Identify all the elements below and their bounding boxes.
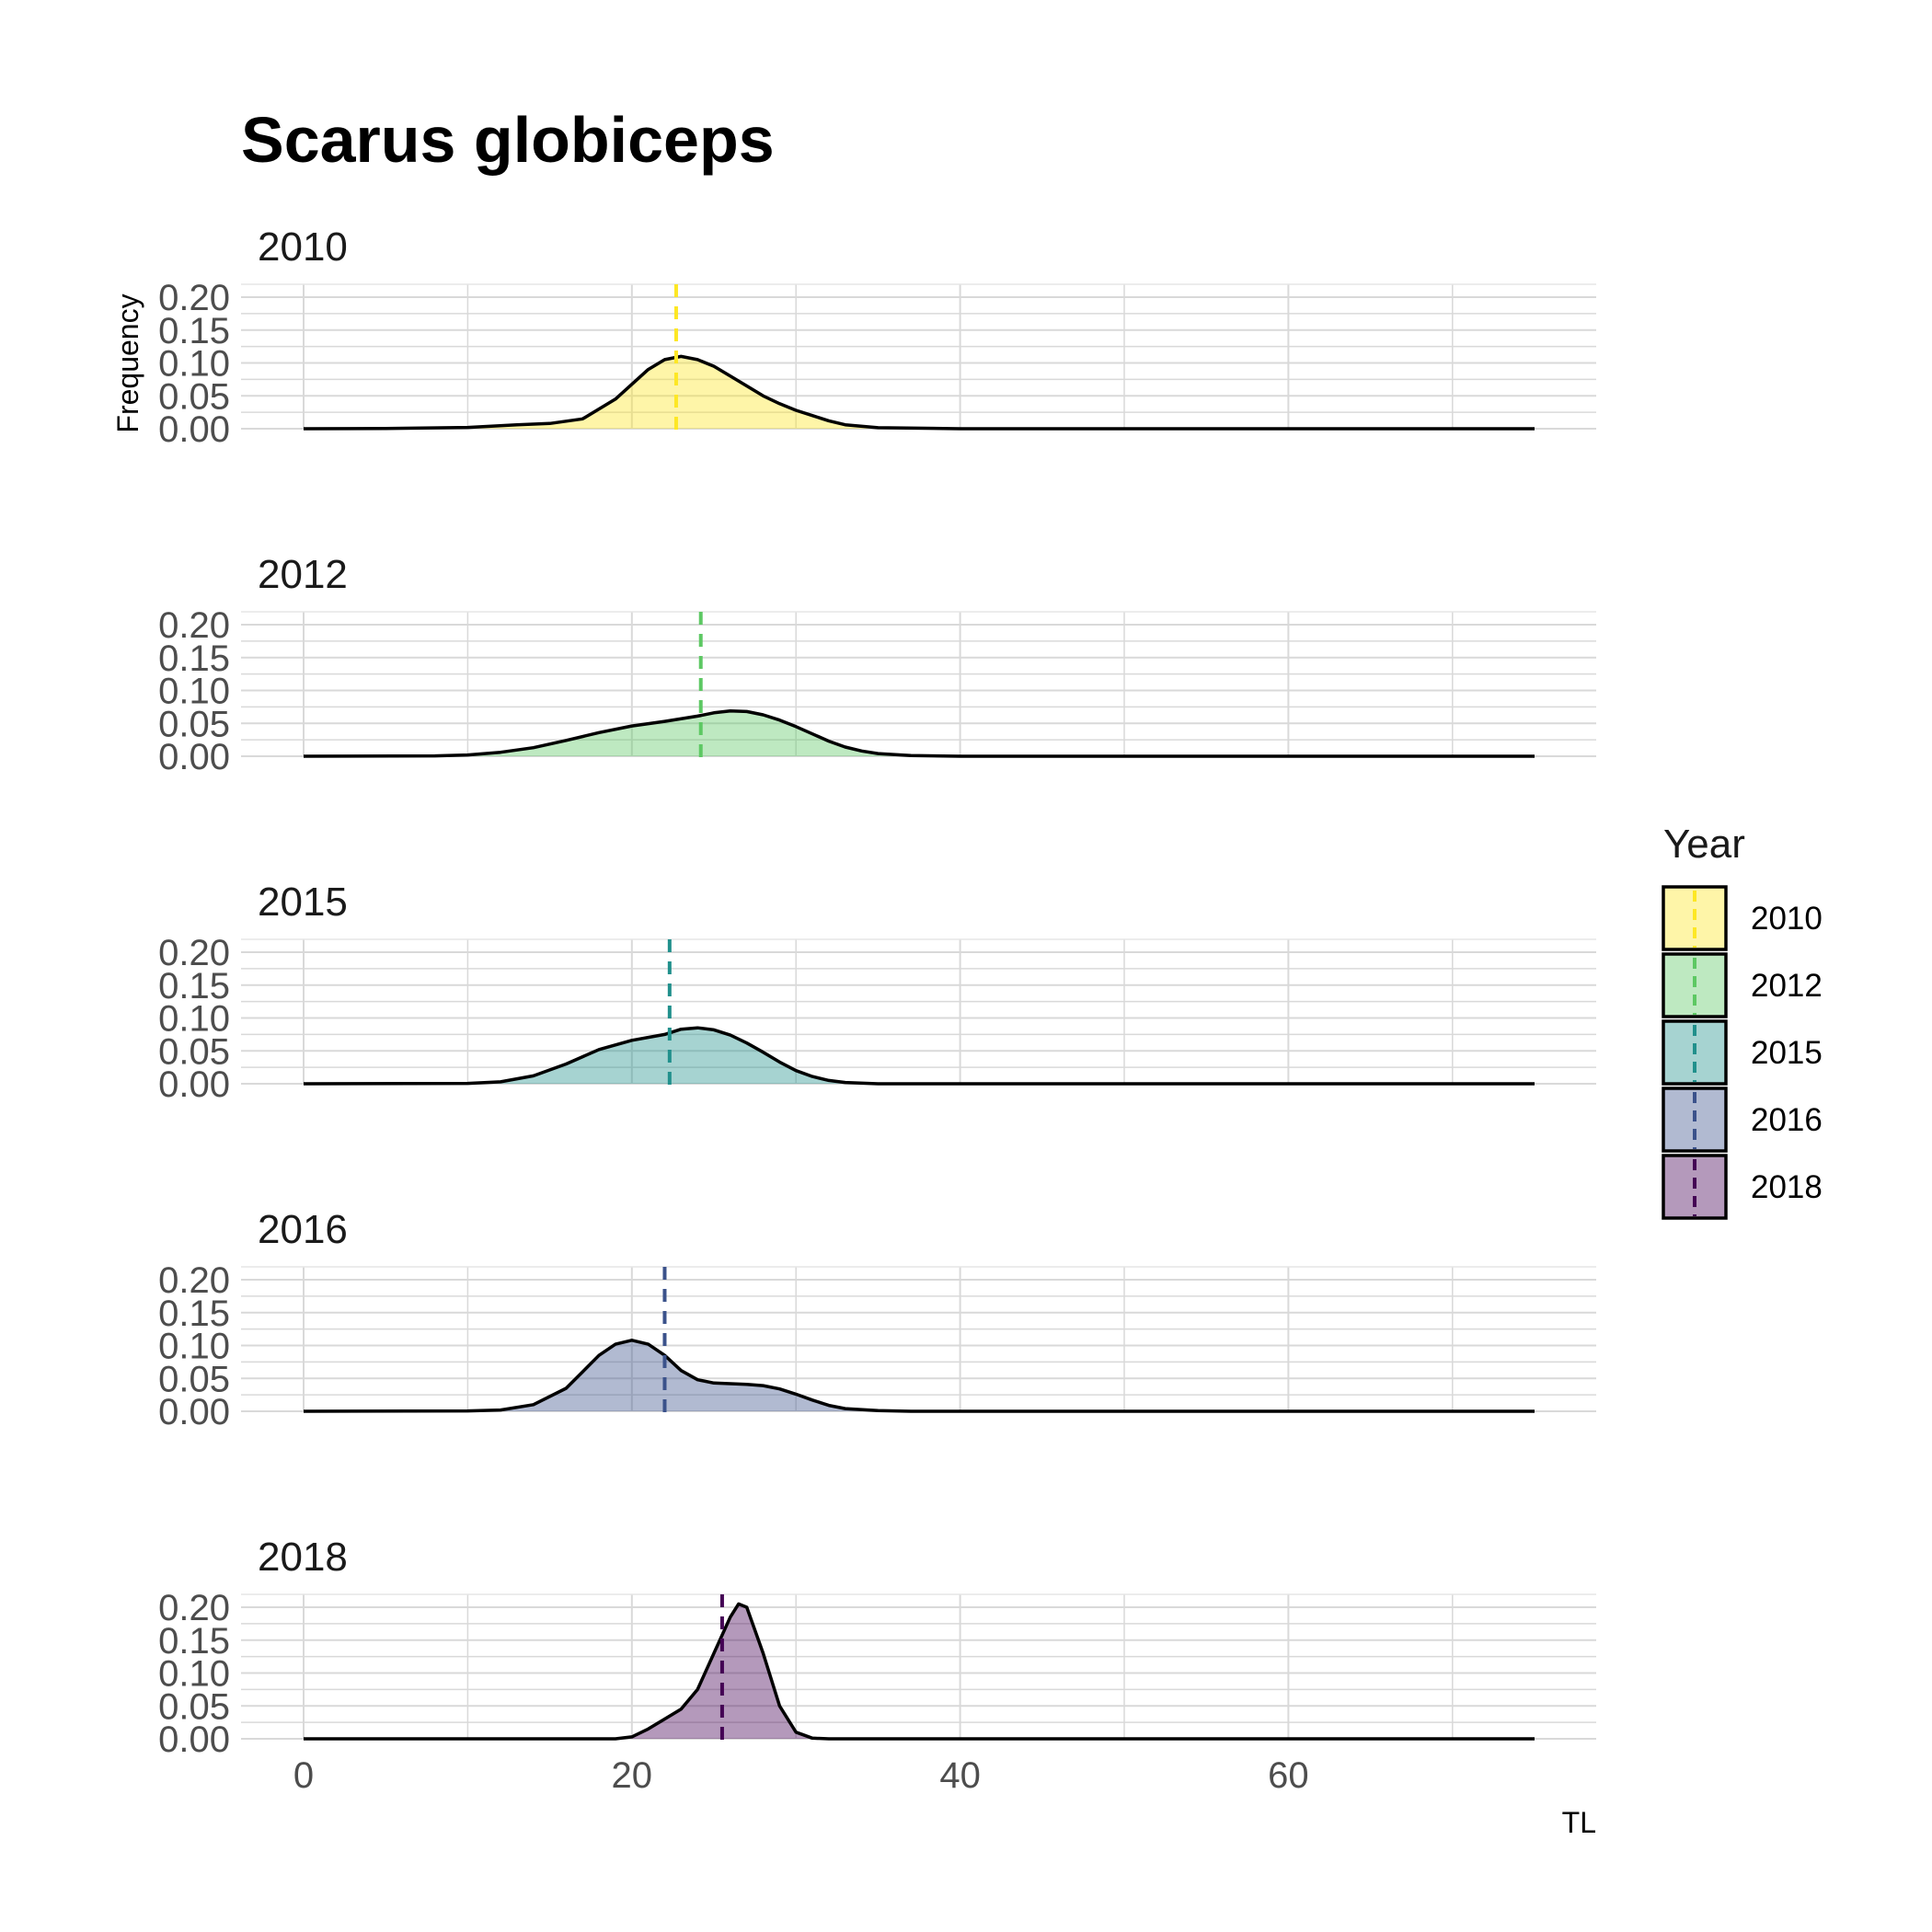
y-tick-label: 0.20 bbox=[158, 1588, 230, 1628]
panel-title: 2012 bbox=[258, 552, 348, 597]
x-tick-label: 0 bbox=[293, 1755, 314, 1796]
y-tick-label: 0.00 bbox=[158, 1719, 230, 1760]
y-tick-label: 0.10 bbox=[158, 1327, 230, 1367]
y-tick-label: 0.15 bbox=[158, 1294, 230, 1334]
density-area-2012 bbox=[304, 710, 1535, 756]
density-area-2015 bbox=[304, 1028, 1535, 1084]
legend-key-2018: 2018 bbox=[1662, 1154, 1823, 1220]
density-area-2016 bbox=[304, 1340, 1535, 1411]
x-tick-label: 40 bbox=[939, 1755, 981, 1796]
x-tick-label: 20 bbox=[612, 1755, 653, 1796]
density-line-2010 bbox=[303, 354, 1535, 431]
x-tick-label: 60 bbox=[1268, 1755, 1309, 1796]
y-axis-title: Frequency bbox=[111, 293, 144, 432]
y-tick-label: 0.15 bbox=[158, 966, 230, 1006]
y-tick-label: 0.10 bbox=[158, 1654, 230, 1695]
y-tick-label: 0.00 bbox=[158, 1064, 230, 1105]
density-line-2018 bbox=[304, 1602, 1535, 1741]
y-tick-label: 0.20 bbox=[158, 933, 230, 973]
y-tick-label: 0.00 bbox=[158, 409, 230, 450]
y-tick-label: 0.15 bbox=[158, 311, 230, 351]
legend-key-2010: 2010 bbox=[1662, 885, 1823, 951]
y-tick-label: 0.10 bbox=[158, 344, 230, 385]
legend: Year 2010 2012 2015 2016 2018 bbox=[1662, 822, 1823, 1220]
legend-label: 2016 bbox=[1751, 1102, 1823, 1138]
y-tick-label: 0.05 bbox=[158, 1031, 230, 1072]
panel-2010: 0.000.050.100.150.20 2010 bbox=[158, 224, 1596, 450]
panel-title: 2015 bbox=[258, 880, 348, 925]
y-tick-label: 0.15 bbox=[158, 638, 230, 679]
panel-2015: 0.000.050.100.150.20 2015 bbox=[158, 880, 1596, 1105]
y-tick-label: 0.10 bbox=[158, 672, 230, 712]
y-tick-label: 0.00 bbox=[158, 1392, 230, 1432]
y-tick-label: 0.10 bbox=[158, 999, 230, 1040]
density-area-2010 bbox=[304, 356, 1535, 429]
y-tick-label: 0.20 bbox=[158, 605, 230, 646]
y-tick-label: 0.05 bbox=[158, 376, 230, 417]
x-axis-ticks: 0 20 40 60 bbox=[293, 1755, 1309, 1796]
chart-title: Scarus globiceps bbox=[241, 104, 775, 176]
y-tick-label: 0.15 bbox=[158, 1621, 230, 1662]
density-line-2016 bbox=[303, 1339, 1535, 1413]
legend-key-2015: 2015 bbox=[1662, 1019, 1823, 1086]
panel-2012: 0.000.050.100.150.20 2012 bbox=[158, 552, 1596, 777]
legend-label: 2010 bbox=[1751, 901, 1823, 937]
y-tick-label: 0.20 bbox=[158, 278, 230, 318]
y-tick-label: 0.20 bbox=[158, 1260, 230, 1301]
panel-title: 2010 bbox=[258, 224, 348, 270]
legend-key-2012: 2012 bbox=[1662, 952, 1823, 1018]
density-line-2012 bbox=[303, 708, 1535, 758]
x-axis-title: TL bbox=[1562, 1806, 1596, 1839]
panels-group: 0.000.050.100.150.2020100.000.050.100.15… bbox=[158, 224, 1596, 1760]
panel-title: 2018 bbox=[258, 1535, 348, 1580]
y-tick-label: 0.05 bbox=[158, 1359, 230, 1399]
density-line-2015 bbox=[303, 1026, 1535, 1086]
legend-label: 2012 bbox=[1751, 968, 1823, 1004]
panel-2016: 0.000.050.100.150.20 2016 bbox=[158, 1207, 1596, 1432]
panel-title: 2016 bbox=[258, 1207, 348, 1252]
legend-title: Year bbox=[1663, 822, 1745, 867]
y-tick-label: 0.05 bbox=[158, 1686, 230, 1727]
legend-key-2016: 2016 bbox=[1662, 1087, 1823, 1153]
legend-label: 2018 bbox=[1751, 1169, 1823, 1205]
panel-2018: 0.000.050.100.150.20 2018 bbox=[158, 1535, 1596, 1760]
y-tick-label: 0.05 bbox=[158, 704, 230, 744]
legend-label: 2015 bbox=[1751, 1035, 1823, 1071]
y-tick-label: 0.00 bbox=[158, 737, 230, 777]
